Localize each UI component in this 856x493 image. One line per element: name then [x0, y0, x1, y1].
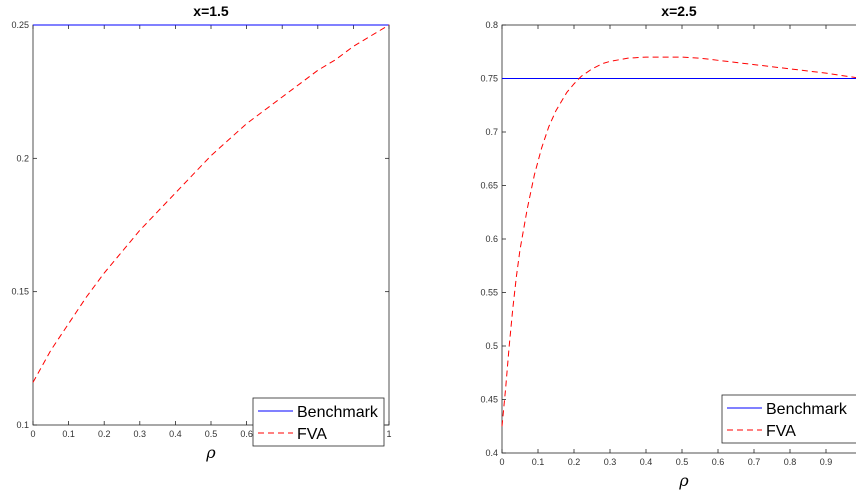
legend-label-benchmark: Benchmark — [297, 404, 379, 421]
plot-area — [501, 24, 856, 454]
chart-title: x=1.5 — [193, 3, 229, 19]
x-axis-ticks: 0 0.1 0.2 0.3 0.4 0.5 0.6 0.7 0.8 0.9 — [499, 25, 832, 467]
legend-label-fva: FVA — [297, 426, 327, 443]
y-tick-label: 0.75 — [480, 74, 498, 84]
chart-title: x=2.5 — [661, 3, 697, 19]
x-tick-label: 0 — [499, 457, 504, 467]
y-tick-label: 0.1 — [16, 420, 29, 430]
y-tick-label: 0.5 — [485, 341, 498, 351]
y-tick-label: 0.45 — [480, 395, 498, 405]
y-tick-label: 0.55 — [480, 288, 498, 298]
chart-left: x=1.5 00.10.20.30.40.50.60.70.80.91 0.10… — [11, 3, 391, 462]
x-tick-label: 0.2 — [568, 457, 581, 467]
y-tick-label: 0.6 — [485, 234, 498, 244]
y-axis-ticks: 0.1 0.15 0.2 0.25 — [11, 20, 389, 430]
x-tick-label: 0.8 — [784, 457, 797, 467]
x-axis-label: ρ — [205, 443, 216, 462]
y-tick-label: 0.2 — [16, 153, 29, 163]
x-tick-label: 0.5 — [205, 429, 218, 439]
y-tick-label: 0.15 — [11, 287, 29, 297]
y-axis-ticks: 0.4 0.45 0.5 0.55 0.6 0.65 0.7 0.75 0.8 — [480, 20, 506, 458]
x-tick-label: 0.9 — [820, 457, 833, 467]
y-tick-label: 0.7 — [485, 127, 498, 137]
y-tick-label: 0.4 — [485, 448, 498, 458]
x-axis-label: ρ — [678, 471, 689, 490]
chart-right: x=2.5 0 0.1 0.2 0.3 0.4 0.5 0.6 0.7 0.8 0.9 0.40.… — [480, 3, 856, 490]
series-lines — [32, 24, 390, 383]
legend-label-benchmark: Benchmark — [766, 401, 848, 418]
x-tick-label: 0.6 — [712, 457, 725, 467]
x-tick-label: 0.2 — [98, 429, 111, 439]
legend: Benchmark FVA — [252, 397, 385, 447]
x-tick-label: 0.3 — [604, 457, 617, 467]
x-tick-label: 0.4 — [169, 429, 182, 439]
plot-area — [32, 24, 390, 426]
x-tick-label: 0.4 — [640, 457, 653, 467]
x-tick-label: 0 — [30, 429, 35, 439]
legend-label-fva: FVA — [766, 423, 796, 440]
y-tick-label: 0.8 — [485, 20, 498, 30]
x-tick-label: 0.7 — [748, 457, 761, 467]
x-tick-label: 0.3 — [134, 429, 147, 439]
x-tick-label: 0.6 — [240, 429, 253, 439]
x-tick-label: 0.5 — [676, 457, 689, 467]
y-tick-label: 0.25 — [11, 20, 29, 30]
x-tick-label: 0.1 — [62, 429, 75, 439]
series-line-fva — [32, 24, 390, 383]
series-line-fva — [501, 56, 856, 427]
legend: Benchmark FVA — [721, 394, 856, 444]
legend-box — [252, 397, 385, 447]
y-tick-label: 0.65 — [480, 181, 498, 191]
series-lines — [501, 56, 856, 427]
x-tick-label: 0.1 — [532, 457, 545, 467]
x-tick-label: 1 — [386, 429, 391, 439]
legend-box — [721, 394, 856, 444]
